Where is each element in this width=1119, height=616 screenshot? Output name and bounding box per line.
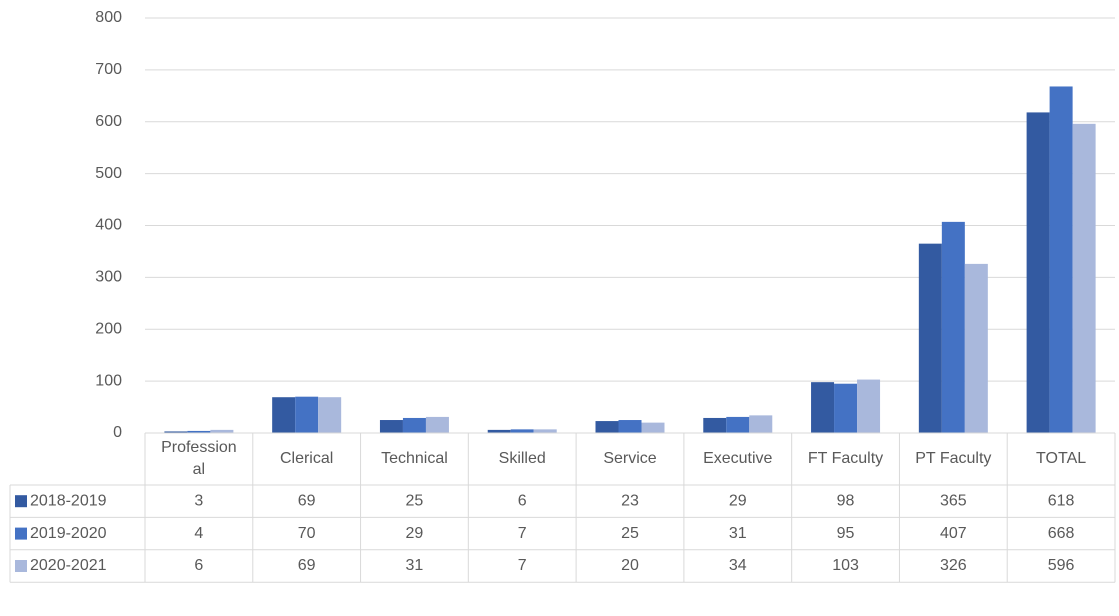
x-tick-label: Clerical (279, 450, 334, 467)
table-cell: 25 (406, 492, 424, 509)
y-tick-label: 400 (95, 217, 122, 234)
legend-label: 2020-2021 (30, 557, 107, 574)
bar (1049, 86, 1073, 433)
table-cell: 3 (194, 492, 203, 509)
x-tick-label-box: TOTAL (1036, 450, 1087, 467)
table-cell: 20 (621, 557, 639, 574)
bar (834, 383, 858, 433)
bar (272, 397, 296, 433)
bar (402, 417, 426, 433)
bar (941, 221, 965, 433)
x-tick-label-box: Service (603, 450, 657, 467)
table-cell: 31 (729, 525, 747, 542)
x-tick-label: FT Faculty (807, 450, 884, 467)
bar (726, 416, 750, 433)
legend-key (15, 527, 27, 540)
y-tick-label: 700 (95, 61, 122, 78)
table-cell: 70 (298, 525, 316, 542)
table-cell: 31 (406, 557, 424, 574)
x-tick-label: PT Faculty (915, 450, 992, 467)
table-cell: 6 (518, 492, 527, 509)
x-tick-label: Service (603, 450, 657, 467)
legend-key (15, 495, 27, 508)
bar (595, 421, 619, 433)
legend-label: 2019-2020 (30, 525, 107, 542)
bar (187, 430, 211, 433)
bar (379, 420, 403, 433)
y-tick-label: 500 (95, 165, 122, 182)
y-tick-label: 300 (95, 269, 122, 286)
x-tick-label-box: Executive (703, 450, 773, 467)
table-cell: 29 (729, 492, 747, 509)
bar (918, 243, 942, 433)
x-tick-label: Skilled (498, 450, 546, 467)
bar (425, 416, 449, 433)
bar (533, 429, 557, 433)
x-tick-label-box: PT Faculty (915, 450, 992, 467)
table-cell: 6 (194, 557, 203, 574)
table-cell: 596 (1048, 557, 1075, 574)
legend-key (15, 560, 27, 572)
bar (164, 431, 188, 433)
y-tick-label: 800 (95, 9, 122, 26)
bar (487, 429, 511, 433)
x-tick-label-box: FT Faculty (807, 450, 884, 467)
bar (964, 263, 988, 433)
table-cell: 326 (940, 557, 967, 574)
table-cell: 618 (1048, 492, 1075, 509)
y-tick-label: 0 (113, 424, 122, 441)
bar (749, 415, 773, 433)
table-cell: 7 (518, 557, 527, 574)
x-tick-label: Technical (381, 450, 448, 467)
bar (811, 382, 835, 433)
x-tick-label-box: Technical (381, 450, 448, 467)
table-cell: 23 (621, 492, 639, 509)
table-cell: 29 (406, 525, 424, 542)
bar (641, 422, 665, 433)
x-tick-label-box: Skilled (498, 450, 546, 467)
table-cell: 34 (729, 557, 747, 574)
bar (210, 429, 234, 433)
x-tick-label-box: Professional (161, 439, 237, 478)
table-cell: 103 (832, 557, 859, 574)
table-cell: 95 (837, 525, 855, 542)
x-tick-label: Executive (703, 450, 773, 467)
legend-label: 2018-2019 (30, 492, 107, 509)
bar (703, 417, 727, 433)
table-cell: 25 (621, 525, 639, 542)
table-cell: 98 (837, 492, 855, 509)
table-cell: 69 (298, 492, 316, 509)
table-cell: 668 (1048, 525, 1075, 542)
y-tick-label: 200 (95, 320, 122, 337)
bar (857, 379, 881, 433)
x-tick-label: Professional (161, 439, 237, 478)
bar (295, 396, 319, 433)
table-cell: 7 (518, 525, 527, 542)
y-tick-label: 100 (95, 372, 122, 389)
x-tick-label: TOTAL (1036, 450, 1087, 467)
bar (1026, 112, 1050, 433)
table-cell: 407 (940, 525, 967, 542)
bar (318, 397, 342, 433)
table-cell: 4 (194, 525, 203, 542)
table-cell: 69 (298, 557, 316, 574)
bar (618, 420, 642, 433)
bar (1072, 123, 1096, 433)
y-tick-label: 600 (95, 113, 122, 130)
x-tick-label-box: Clerical (279, 450, 334, 467)
bar (510, 429, 534, 433)
table-cell: 365 (940, 492, 967, 509)
